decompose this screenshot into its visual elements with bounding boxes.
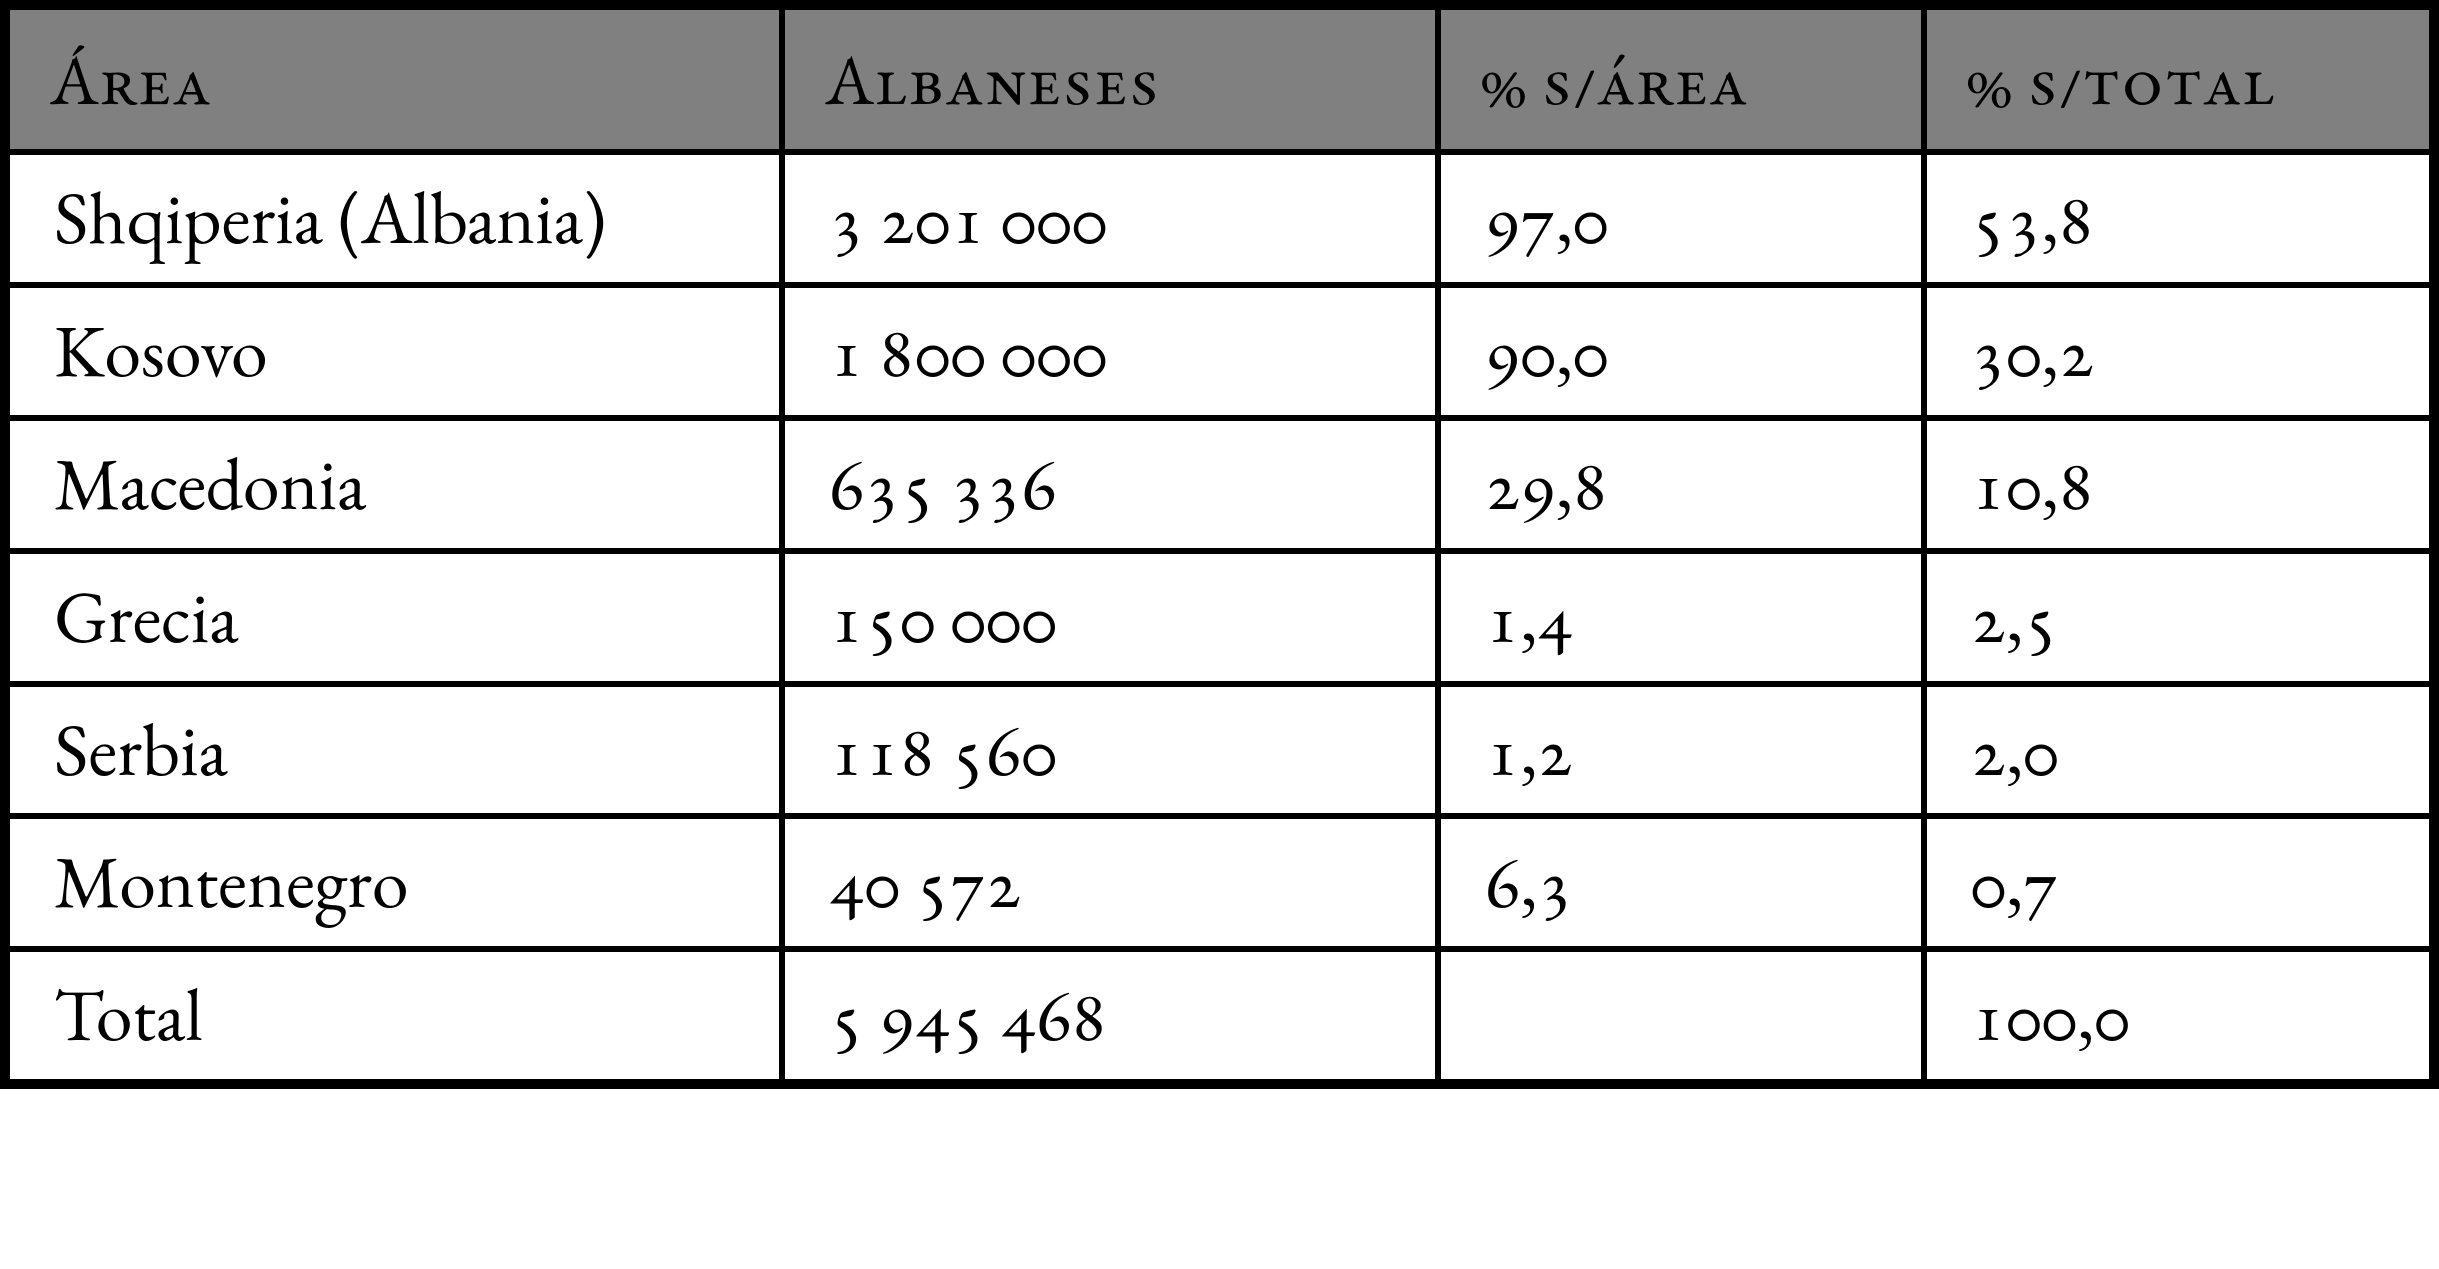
cell-albaneses: 3 201 000 — [782, 152, 1438, 285]
cell-area: Kosovo — [5, 285, 782, 418]
cell-pct-area: 97,0 — [1438, 152, 1924, 285]
table-row-total: Total 5 945 468 100,0 — [5, 949, 2434, 1084]
table-header: Área Albaneses % s/área % s/total — [5, 5, 2434, 152]
table-row: Grecia 150 000 1,4 2,5 — [5, 551, 2434, 684]
cell-area: Macedonia — [5, 418, 782, 551]
cell-pct-area — [1438, 949, 1924, 1084]
table-row: Montenegro 40 572 6,3 0,7 — [5, 816, 2434, 949]
cell-area: Total — [5, 949, 782, 1084]
table-container: Área Albaneses % s/área % s/total Shqipe… — [0, 0, 2439, 1089]
cell-area: Shqiperia (Albania) — [5, 152, 782, 285]
cell-pct-total: 2,0 — [1924, 684, 2434, 817]
table-body: Shqiperia (Albania) 3 201 000 97,0 53,8 … — [5, 152, 2434, 1084]
cell-pct-total: 0,7 — [1924, 816, 2434, 949]
cell-area: Grecia — [5, 551, 782, 684]
cell-pct-total: 2,5 — [1924, 551, 2434, 684]
cell-albaneses: 1 800 000 — [782, 285, 1438, 418]
cell-pct-area: 6,3 — [1438, 816, 1924, 949]
cell-pct-area: 1,4 — [1438, 551, 1924, 684]
cell-pct-total: 10,8 — [1924, 418, 2434, 551]
cell-area: Serbia — [5, 684, 782, 817]
cell-albaneses: 118 560 — [782, 684, 1438, 817]
table-row: Serbia 118 560 1,2 2,0 — [5, 684, 2434, 817]
table-header-row: Área Albaneses % s/área % s/total — [5, 5, 2434, 152]
cell-albaneses: 40 572 — [782, 816, 1438, 949]
data-table: Área Albaneses % s/área % s/total Shqipe… — [0, 0, 2439, 1089]
cell-pct-total: 30,2 — [1924, 285, 2434, 418]
cell-albaneses: 150 000 — [782, 551, 1438, 684]
cell-area: Montenegro — [5, 816, 782, 949]
cell-pct-area: 29,8 — [1438, 418, 1924, 551]
cell-pct-total: 100,0 — [1924, 949, 2434, 1084]
col-header-area: Área — [5, 5, 782, 152]
cell-pct-total: 53,8 — [1924, 152, 2434, 285]
col-header-pct-area: % s/área — [1438, 5, 1924, 152]
col-header-pct-total: % s/total — [1924, 5, 2434, 152]
table-row: Kosovo 1 800 000 90,0 30,2 — [5, 285, 2434, 418]
cell-pct-area: 90,0 — [1438, 285, 1924, 418]
cell-albaneses: 5 945 468 — [782, 949, 1438, 1084]
table-row: Shqiperia (Albania) 3 201 000 97,0 53,8 — [5, 152, 2434, 285]
cell-pct-area: 1,2 — [1438, 684, 1924, 817]
table-row: Macedonia 635 336 29,8 10,8 — [5, 418, 2434, 551]
cell-albaneses: 635 336 — [782, 418, 1438, 551]
col-header-albaneses: Albaneses — [782, 5, 1438, 152]
